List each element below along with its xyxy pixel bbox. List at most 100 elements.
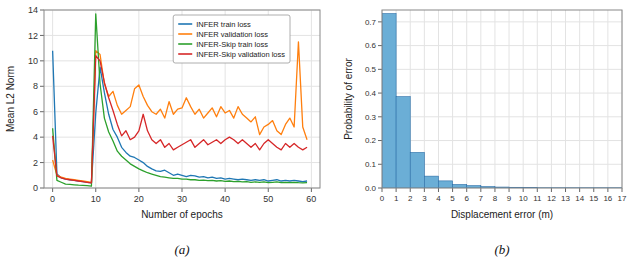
- tick: [410, 188, 411, 192]
- frame: [44, 10, 320, 188]
- tick: [378, 188, 382, 189]
- tick: [607, 188, 608, 192]
- tick-label: 6: [33, 107, 38, 117]
- axes: 010203040506002468101214: [28, 5, 316, 204]
- line: [53, 14, 307, 186]
- grid-line: [593, 10, 594, 188]
- tick-label: 10: [28, 56, 38, 66]
- grid: [382, 10, 622, 188]
- grid-line: [537, 10, 538, 188]
- y-axis-label: Probability of error: [343, 57, 354, 139]
- plot-area: [44, 10, 320, 188]
- tick-label: 8: [493, 194, 498, 203]
- tick-label: 8: [33, 81, 38, 91]
- tick: [593, 188, 594, 192]
- bar: [410, 152, 424, 188]
- tick-label: 11: [533, 194, 542, 203]
- tick-label: 4: [436, 194, 441, 203]
- grid-line: [138, 10, 139, 188]
- bar: [382, 14, 396, 188]
- tick: [378, 21, 382, 22]
- tick-label: 0: [33, 183, 38, 193]
- tick-label: 20: [134, 194, 144, 204]
- tick-label: 10: [519, 194, 528, 203]
- grid-line: [382, 69, 622, 70]
- grid-line: [382, 45, 622, 46]
- tick-label: 2: [408, 194, 413, 203]
- tick-label: 12: [547, 194, 556, 203]
- tick: [378, 69, 382, 70]
- y-axis-label: Mean L2 Norm: [5, 66, 16, 132]
- marks: [53, 14, 307, 186]
- grid-line: [311, 10, 312, 188]
- tick: [438, 188, 439, 192]
- tick-label: 4: [33, 132, 38, 142]
- tick: [424, 188, 425, 192]
- grid-line: [382, 140, 622, 141]
- bar: [438, 181, 452, 188]
- tick: [551, 188, 552, 192]
- tick: [466, 188, 467, 192]
- tick: [52, 188, 53, 192]
- tick-label: 15: [589, 194, 598, 203]
- tick: [268, 188, 269, 192]
- legend-swatch: [178, 33, 192, 35]
- grid-line: [452, 10, 453, 188]
- grid-line: [382, 21, 622, 22]
- legend: INFER train lossINFER validation lossINF…: [173, 15, 290, 63]
- tick-label: 0.0: [365, 184, 377, 193]
- tick: [40, 162, 44, 163]
- x-axis-label: Displacement error (m): [451, 209, 553, 220]
- tick-label: 40: [220, 194, 230, 204]
- tick-label: 0.6: [365, 41, 377, 50]
- tick-label: 14: [28, 5, 38, 15]
- tick-label: 6: [464, 194, 469, 203]
- tick: [494, 188, 495, 192]
- chart: 010203040506002468101214Number of epochs…: [5, 5, 320, 257]
- grid-line: [466, 10, 467, 188]
- tick: [40, 10, 44, 11]
- tick-label: 0.3: [365, 113, 377, 122]
- tick-label: 0.7: [365, 18, 377, 27]
- tick: [378, 93, 382, 94]
- tick-label: 0: [380, 194, 385, 203]
- tick-label: 9: [507, 194, 512, 203]
- tick-label: 16: [603, 194, 612, 203]
- tick-label: 0.4: [365, 89, 377, 98]
- grid-line: [44, 162, 320, 163]
- tick-label: 1: [394, 194, 399, 203]
- grid-line: [438, 10, 439, 188]
- tick: [378, 116, 382, 117]
- tick-label: 7: [479, 194, 484, 203]
- tick-label: 10: [91, 194, 101, 204]
- grid-line: [494, 10, 495, 188]
- tick: [40, 188, 44, 189]
- line: [53, 56, 307, 183]
- tick-label: 14: [575, 194, 584, 203]
- tick: [378, 140, 382, 141]
- frame: [382, 10, 622, 188]
- tick-label: 0: [50, 194, 55, 204]
- tick-label: 12: [28, 31, 38, 41]
- grid-line: [607, 10, 608, 188]
- bar: [396, 97, 410, 188]
- bar: [424, 176, 438, 188]
- tick: [452, 188, 453, 192]
- grid-line: [509, 10, 510, 188]
- tick-label: 0.1: [365, 160, 377, 169]
- tick-label: 50: [263, 194, 273, 204]
- tick: [40, 137, 44, 138]
- tick: [138, 188, 139, 192]
- tick: [378, 45, 382, 46]
- tick: [396, 188, 397, 192]
- tick: [40, 35, 44, 36]
- grid-line: [382, 93, 622, 94]
- grid-line: [551, 10, 552, 188]
- tick-label: 5: [450, 194, 455, 203]
- tick: [382, 188, 383, 192]
- tick: [182, 188, 183, 192]
- tick-label: 0.5: [365, 65, 377, 74]
- grid-line: [44, 111, 320, 112]
- grid-line: [579, 10, 580, 188]
- tick: [40, 111, 44, 112]
